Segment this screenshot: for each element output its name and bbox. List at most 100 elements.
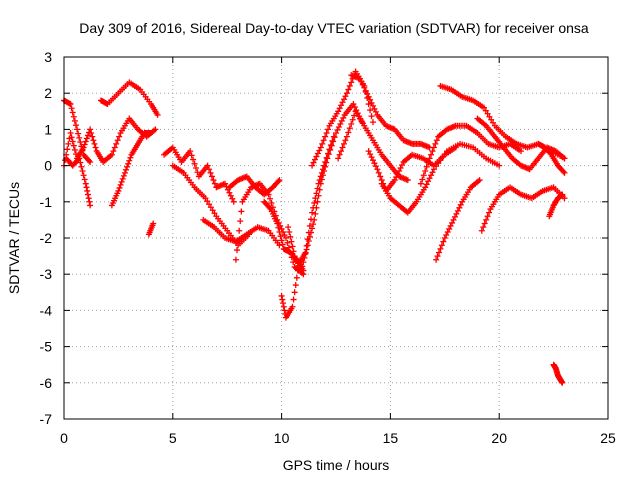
data-point	[338, 117, 345, 124]
data-point	[313, 153, 320, 160]
data-point	[378, 177, 385, 184]
data-point	[67, 130, 74, 137]
series-arc-3	[63, 155, 94, 209]
series-arc-21	[433, 177, 483, 263]
data-point	[423, 181, 430, 188]
data-point	[316, 186, 323, 193]
data-point	[484, 110, 491, 117]
data-point	[348, 79, 355, 86]
data-point	[476, 177, 483, 184]
data-point	[292, 282, 299, 289]
data-point	[117, 181, 124, 188]
data-point	[349, 116, 356, 123]
data-point	[561, 195, 568, 202]
data-point	[367, 107, 374, 114]
data-point	[339, 99, 346, 106]
data-point	[293, 274, 300, 281]
data-point	[547, 150, 554, 157]
data-point	[368, 113, 375, 120]
data-point	[321, 162, 328, 169]
data-point	[81, 176, 88, 183]
data-point	[420, 172, 427, 179]
y-axis-label: SDTVAR / TECUs	[6, 182, 22, 294]
data-point	[124, 163, 131, 170]
data-point	[426, 155, 433, 162]
data-point	[84, 191, 91, 198]
data-point	[290, 248, 297, 255]
data-point	[64, 146, 71, 153]
y-tick-label: -5	[40, 339, 53, 355]
data-point	[482, 107, 489, 114]
y-tick-label: -7	[40, 411, 53, 427]
data-point	[361, 84, 368, 91]
data-point	[367, 96, 374, 103]
data-point	[229, 195, 236, 202]
data-point	[453, 210, 460, 217]
data-point	[429, 169, 436, 176]
data-point	[81, 141, 88, 148]
data-point	[312, 210, 319, 217]
data-point	[369, 119, 376, 126]
data-point	[276, 177, 283, 184]
data-point	[280, 300, 287, 307]
data-point	[340, 140, 347, 147]
data-point	[447, 222, 454, 229]
data-point	[278, 237, 285, 244]
data-point	[348, 120, 355, 127]
data-point	[396, 168, 403, 175]
data-point	[559, 191, 566, 198]
data-marks	[61, 68, 568, 386]
data-point	[114, 137, 121, 144]
data-point	[559, 379, 566, 386]
data-point	[356, 75, 363, 82]
data-point	[300, 259, 307, 266]
data-point	[227, 192, 234, 199]
data-point	[275, 178, 282, 185]
data-point	[318, 176, 325, 183]
data-point	[365, 93, 372, 100]
y-tick-label: 3	[44, 49, 52, 65]
data-point	[188, 152, 195, 159]
data-point	[303, 246, 310, 253]
data-point	[235, 237, 242, 244]
data-point	[452, 144, 459, 151]
data-point	[428, 151, 435, 158]
data-point	[278, 225, 285, 232]
data-point	[275, 224, 282, 231]
data-point	[488, 116, 495, 123]
data-point	[423, 163, 430, 170]
data-point	[119, 175, 126, 182]
data-point	[187, 148, 194, 155]
data-point	[82, 138, 89, 145]
data-point	[393, 174, 400, 181]
data-point	[84, 132, 91, 139]
data-point	[432, 140, 439, 147]
data-point	[65, 140, 72, 147]
data-point	[353, 107, 360, 114]
data-point	[338, 148, 345, 155]
data-point	[561, 155, 568, 162]
series-arc-14	[285, 101, 366, 274]
data-point	[345, 129, 352, 136]
data-point	[312, 195, 319, 202]
data-point	[298, 267, 305, 274]
data-point	[454, 207, 461, 214]
y-tick-label: 1	[44, 121, 52, 137]
data-point	[72, 122, 79, 129]
x-tick-label: 15	[383, 430, 399, 446]
data-point	[309, 162, 316, 169]
data-point	[346, 82, 353, 89]
data-point	[279, 296, 286, 303]
data-point	[335, 155, 342, 162]
data-point	[351, 104, 358, 111]
data-point	[204, 162, 211, 169]
data-point	[91, 140, 98, 147]
data-point	[286, 228, 293, 235]
data-point	[206, 201, 213, 208]
data-point	[323, 159, 330, 166]
data-point	[87, 158, 94, 165]
data-point	[480, 104, 487, 111]
data-point	[368, 99, 375, 106]
data-point	[279, 241, 286, 248]
data-point	[282, 235, 289, 241]
